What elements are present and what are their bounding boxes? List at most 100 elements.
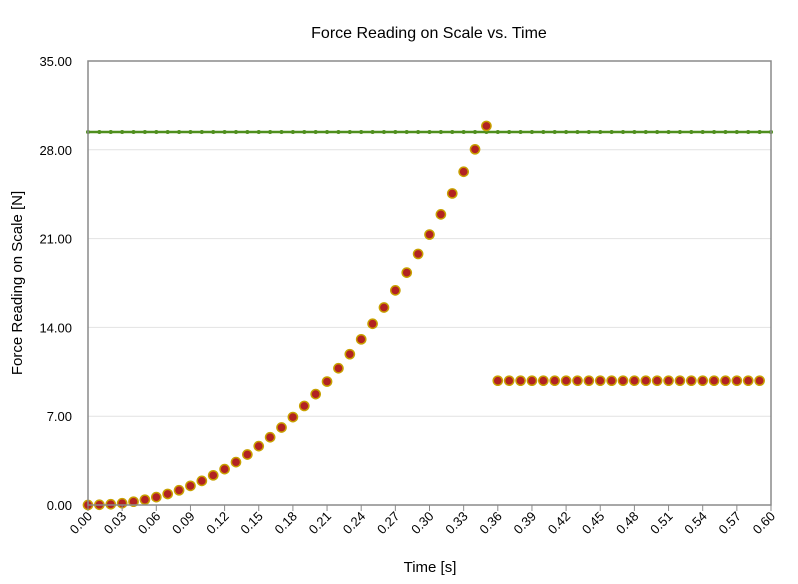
data-point (697, 375, 709, 387)
data-point (230, 456, 242, 468)
reference-line-marker (586, 130, 591, 135)
y-axis-title: Force Reading on Scale [N] (9, 191, 26, 375)
data-point (355, 333, 367, 345)
reference-line-marker (279, 130, 284, 135)
reference-line-marker (575, 130, 580, 135)
reference-line-marker (461, 130, 466, 135)
chart-title: Force Reading on Scale vs. Time (311, 25, 547, 42)
reference-line-marker (541, 130, 546, 135)
data-point (742, 375, 754, 387)
data-point (219, 463, 230, 475)
data-point (560, 375, 572, 387)
data-point (515, 375, 526, 387)
reference-line-marker (757, 130, 762, 135)
data-point (424, 229, 435, 240)
reference-line-marker (529, 130, 534, 135)
reference-line-marker (450, 130, 455, 135)
data-point (344, 348, 356, 360)
data-point (731, 375, 743, 387)
reference-line-marker (370, 130, 375, 135)
data-point (196, 475, 208, 487)
data-point (674, 375, 686, 387)
reference-line-marker (222, 130, 227, 135)
data-point (139, 494, 151, 506)
reference-line-marker (655, 130, 660, 135)
data-point (537, 375, 549, 387)
reference-line-marker (268, 130, 273, 135)
reference-line-marker (347, 130, 352, 135)
data-point (162, 488, 174, 500)
data-point (435, 209, 447, 220)
reference-line-marker (621, 130, 626, 135)
reference-line-marker (518, 130, 523, 135)
reference-line-series (86, 130, 773, 135)
data-point (150, 491, 162, 503)
y-tick-label: 35.00 (39, 54, 72, 69)
data-point (606, 375, 617, 387)
reference-line-marker (245, 130, 250, 135)
reference-line-marker (336, 130, 341, 135)
y-tick-label: 21.00 (39, 232, 72, 247)
data-point (503, 375, 515, 387)
data-point (276, 422, 287, 433)
y-axis-ticks: 0.00 7.00 14.00 21.00 28.00 35.00 (39, 54, 72, 513)
data-point (173, 484, 185, 496)
data-point (105, 498, 117, 510)
reference-line-marker (211, 130, 216, 135)
reference-line-marker (632, 130, 637, 135)
reference-line-marker (746, 130, 751, 135)
reference-line-marker (552, 130, 557, 135)
data-point (492, 375, 504, 387)
data-point (640, 375, 652, 387)
data-point (264, 431, 276, 443)
reference-line-marker (381, 130, 386, 135)
data-point (310, 388, 322, 400)
reference-line-marker (712, 130, 717, 135)
data-point (378, 302, 390, 313)
reference-line-marker (233, 130, 238, 135)
reference-line-marker (131, 130, 136, 135)
data-point (481, 120, 492, 132)
data-point (572, 375, 583, 387)
data-point (685, 375, 697, 387)
reference-line-marker (416, 130, 421, 135)
data-point (754, 375, 765, 387)
reference-line-marker (108, 130, 113, 135)
reference-line-marker (473, 130, 478, 135)
reference-line-marker (689, 130, 694, 135)
data-point (469, 143, 481, 155)
reference-line-marker (302, 130, 307, 135)
reference-line-marker (438, 130, 443, 135)
reference-line-marker (427, 130, 432, 135)
reference-line-marker (666, 130, 671, 135)
data-point (412, 248, 424, 260)
data-point (207, 469, 219, 481)
reference-line-marker (495, 130, 500, 135)
data-point (617, 375, 629, 387)
reference-line-marker (325, 130, 330, 135)
y-tick-label: 7.00 (47, 409, 72, 424)
force-points-series (82, 120, 765, 511)
data-point (185, 480, 196, 492)
reference-line-marker (723, 130, 728, 135)
reference-line-marker (120, 130, 125, 135)
reference-line-marker (142, 130, 147, 135)
reference-line-marker (677, 130, 682, 135)
data-point (458, 166, 469, 178)
y-tick-label: 0.00 (47, 498, 72, 513)
data-point (663, 375, 674, 387)
data-point (253, 440, 265, 452)
reference-line-marker (256, 130, 261, 135)
reference-line-marker (177, 130, 182, 135)
reference-line-marker (290, 130, 295, 135)
data-point (594, 375, 606, 387)
data-point (333, 362, 344, 374)
reference-line-marker (564, 130, 569, 135)
reference-line-marker (188, 130, 193, 135)
data-point (708, 375, 720, 387)
reference-line-marker (734, 130, 739, 135)
data-point (128, 496, 139, 508)
data-point (583, 375, 595, 387)
data-point (321, 376, 333, 387)
